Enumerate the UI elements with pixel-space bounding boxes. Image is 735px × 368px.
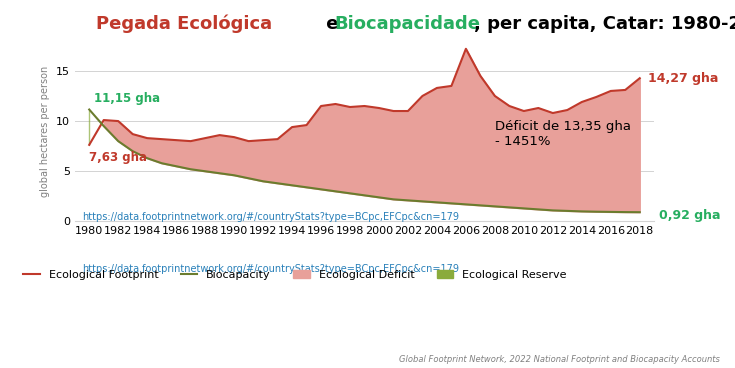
- Text: 14,27 gha: 14,27 gha: [648, 72, 719, 85]
- Text: , per capita, Catar: 1980-2018: , per capita, Catar: 1980-2018: [474, 15, 735, 33]
- Text: Global Footprint Network, 2022 National Footprint and Biocapacity Accounts: Global Footprint Network, 2022 National …: [399, 355, 720, 364]
- Text: e: e: [320, 15, 345, 33]
- Text: 11,15 gha: 11,15 gha: [93, 92, 159, 105]
- Text: https://data.footprintnetwork.org/#/countryStats?type=BCpc,EFCpc&cn=179: https://data.footprintnetwork.org/#/coun…: [82, 263, 459, 273]
- Text: Déficit de 13,35 gha: Déficit de 13,35 gha: [495, 120, 631, 132]
- Text: 7,63 gha: 7,63 gha: [89, 151, 147, 164]
- Text: Biocapacidade: Biocapacidade: [334, 15, 481, 33]
- Text: https://data.footprintnetwork.org/#/countryStats?type=BCpc,EFCpc&cn=179: https://data.footprintnetwork.org/#/coun…: [82, 212, 459, 222]
- Y-axis label: global hectares per person: global hectares per person: [40, 66, 50, 197]
- Text: 0,92 gha: 0,92 gha: [659, 209, 720, 222]
- Legend: Ecological Footprint, Biocapacity, Ecological Deficit, Ecological Reserve: Ecological Footprint, Biocapacity, Ecolo…: [19, 266, 571, 284]
- Text: Pegada Ecológica: Pegada Ecológica: [96, 15, 272, 33]
- Text: - 1451%: - 1451%: [495, 135, 551, 148]
